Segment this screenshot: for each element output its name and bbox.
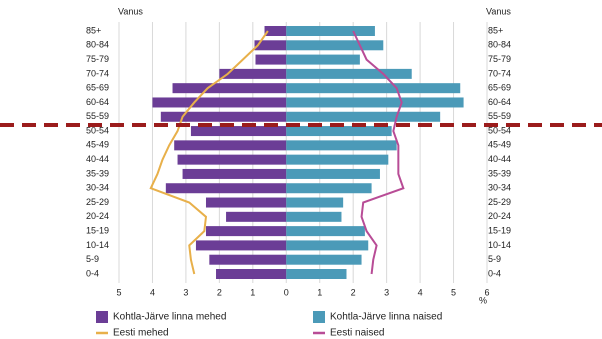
- category-label: 0-4: [488, 268, 501, 278]
- bar: [286, 240, 369, 251]
- legend-swatch: [313, 311, 325, 323]
- x-axis-label: %: [479, 295, 487, 305]
- x-tick-label: 4: [418, 287, 423, 297]
- category-label: 55-59: [86, 111, 109, 121]
- bar: [152, 97, 287, 108]
- category-label: 65-69: [86, 83, 109, 93]
- bar: [286, 183, 372, 194]
- category-label: 40-44: [488, 154, 511, 164]
- x-tick-label: 1: [317, 287, 322, 297]
- bar: [226, 211, 287, 222]
- category-label: 65-69: [488, 83, 511, 93]
- bar: [286, 26, 375, 36]
- bar: [205, 226, 287, 237]
- category-label: 35-39: [488, 168, 511, 178]
- category-label: 80-84: [86, 40, 109, 50]
- x-tick-label: 3: [183, 287, 188, 297]
- category-label: 35-39: [86, 168, 109, 178]
- category-label: 45-49: [86, 140, 109, 150]
- x-tick-label: 3: [384, 287, 389, 297]
- x-tick-label: 2: [217, 287, 222, 297]
- bar: [286, 154, 389, 165]
- category-label: 15-19: [86, 225, 109, 235]
- bar: [286, 168, 380, 179]
- category-label: 30-34: [488, 183, 511, 193]
- bar: [286, 140, 397, 151]
- bar: [195, 240, 287, 251]
- bar: [190, 126, 287, 137]
- bar: [174, 140, 287, 151]
- category-label: 10-14: [86, 240, 109, 250]
- legend-label: Eesti naised: [330, 328, 384, 339]
- bar: [209, 254, 287, 265]
- category-label: 50-54: [488, 125, 511, 135]
- bar: [286, 126, 392, 137]
- bar: [286, 111, 441, 122]
- category-label: 70-74: [86, 68, 109, 78]
- x-tick-label: 6: [484, 287, 489, 297]
- legend-label: Kohtla-Järve linna naised: [330, 312, 442, 323]
- line: [352, 30, 405, 275]
- category-label: 85+: [488, 25, 503, 35]
- category-label: 80-84: [488, 40, 511, 50]
- bar: [165, 183, 287, 194]
- legend-label: Eesti mehed: [113, 328, 169, 339]
- bar: [254, 40, 287, 51]
- category-label: 30-34: [86, 183, 109, 193]
- bar: [286, 40, 384, 51]
- category-label: 0-4: [86, 268, 99, 278]
- category-label: 25-29: [86, 197, 109, 207]
- category-label: 75-79: [488, 54, 511, 64]
- bar: [286, 68, 412, 79]
- x-tick-label: 2: [351, 287, 356, 297]
- category-label: 15-19: [488, 225, 511, 235]
- category-label: 5-9: [488, 254, 501, 264]
- legend-label: Kohtla-Järve linna mehed: [113, 312, 226, 323]
- category-label: 40-44: [86, 154, 109, 164]
- bar: [286, 83, 461, 94]
- plot: 5 4 3 2 1 0 1 2 3 4 5 6 85+ 85+ 80-84 80-84 75-79 75-79 70…: [86, 22, 511, 297]
- category-label: 75-79: [86, 54, 109, 64]
- bar: [286, 254, 362, 265]
- bar: [216, 269, 287, 279]
- category-label: 20-24: [488, 211, 511, 221]
- x-tick-label: 0: [284, 287, 289, 297]
- bar: [286, 226, 365, 237]
- category-label: 85+: [86, 25, 101, 35]
- category-label: 50-54: [86, 125, 109, 135]
- line: [149, 30, 269, 275]
- category-label: 25-29: [488, 197, 511, 207]
- bar: [219, 68, 287, 79]
- bar: [286, 54, 360, 65]
- category-label: 5-9: [86, 254, 99, 264]
- category-label: 60-64: [86, 97, 109, 107]
- y-axis-label: Vanus: [486, 6, 511, 16]
- bar: [286, 211, 342, 222]
- category-label: 20-24: [86, 211, 109, 221]
- bar: [172, 83, 287, 94]
- category-label: 55-59: [488, 111, 511, 121]
- bar: [205, 197, 287, 208]
- category-label: 70-74: [488, 68, 511, 78]
- x-tick-label: 4: [150, 287, 155, 297]
- bar: [264, 26, 287, 36]
- category-label: 60-64: [488, 97, 511, 107]
- bar: [255, 54, 287, 65]
- x-tick-label: 5: [451, 287, 456, 297]
- bar: [177, 154, 287, 165]
- bar: [160, 111, 287, 122]
- category-label: 10-14: [488, 240, 511, 250]
- x-tick-label: 5: [116, 287, 121, 297]
- bar: [182, 168, 287, 179]
- y-axis-label: Vanus: [118, 6, 143, 16]
- legend-swatch: [96, 311, 108, 323]
- category-label: 45-49: [488, 140, 511, 150]
- bar: [286, 269, 347, 279]
- x-tick-label: 1: [250, 287, 255, 297]
- bar: [286, 97, 464, 108]
- bar: [286, 197, 344, 208]
